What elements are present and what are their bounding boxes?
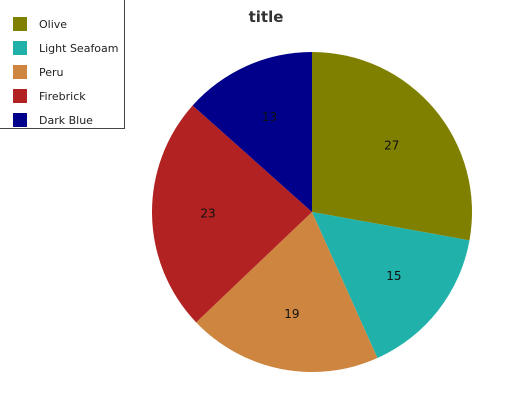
legend-item: Light Seafoam bbox=[13, 41, 119, 55]
legend-label: Light Seafoam bbox=[39, 41, 119, 55]
pie-slice-dark-blue bbox=[192, 52, 312, 212]
legend-swatch bbox=[13, 65, 27, 79]
chart-title: title bbox=[248, 8, 284, 26]
slice-value-label: 27 bbox=[384, 138, 399, 152]
slice-value-label: 13 bbox=[262, 110, 277, 124]
legend-item: Firebrick bbox=[13, 89, 86, 103]
legend: Olive Light Seafoam Peru Firebrick Dark Blue bbox=[0, 0, 125, 129]
legend-swatch bbox=[13, 113, 27, 127]
slice-value-label: 23 bbox=[200, 207, 215, 221]
legend-item: Dark Blue bbox=[13, 113, 93, 127]
pie-slice-olive bbox=[312, 52, 473, 241]
pie-slice-light-seafoam bbox=[312, 212, 470, 359]
legend-item: Peru bbox=[13, 65, 64, 79]
pie-slice-firebrick bbox=[151, 105, 312, 323]
legend-swatch bbox=[13, 89, 27, 103]
pie-slice-peru bbox=[196, 212, 378, 373]
legend-swatch bbox=[13, 17, 27, 31]
legend-label: Olive bbox=[39, 17, 68, 31]
legend-label: Dark Blue bbox=[39, 113, 93, 127]
legend-label: Peru bbox=[39, 65, 64, 79]
legend-swatch bbox=[13, 41, 27, 55]
slice-value-label: 19 bbox=[284, 307, 299, 321]
slice-value-label: 15 bbox=[386, 269, 401, 283]
legend-item: Olive bbox=[13, 17, 67, 31]
legend-label: Firebrick bbox=[39, 89, 86, 103]
